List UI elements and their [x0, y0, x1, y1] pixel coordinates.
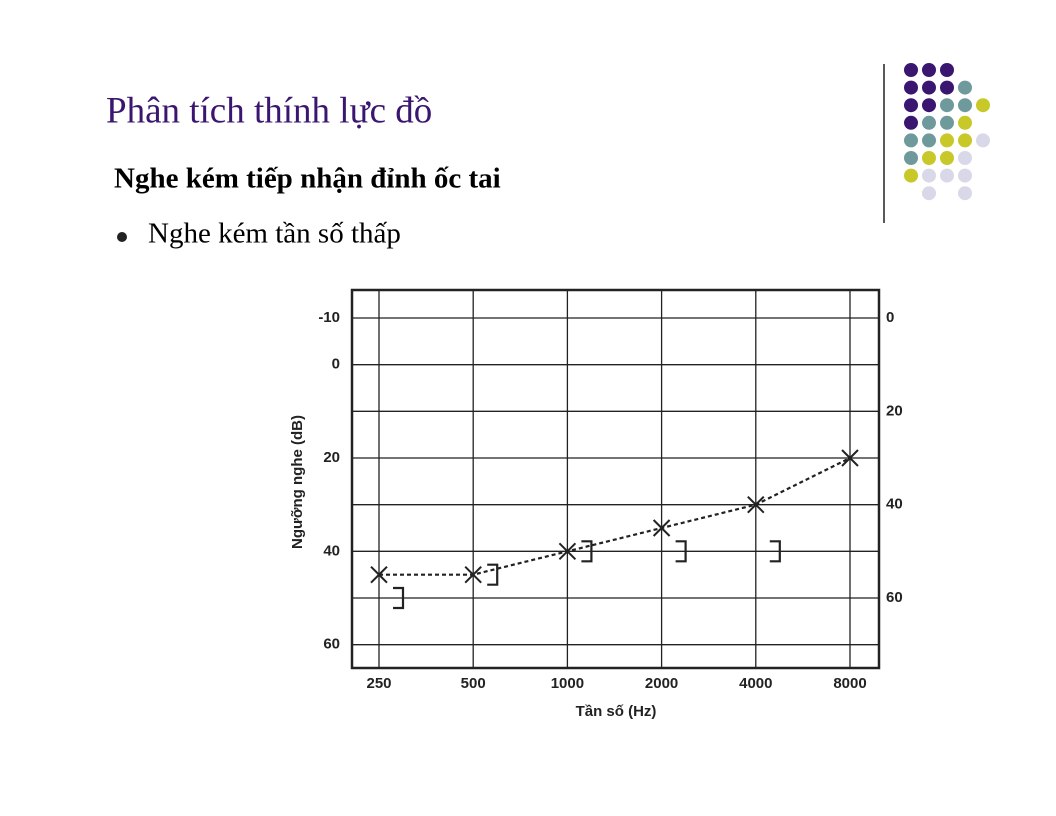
dot: [940, 98, 954, 113]
bracket-marker: [769, 540, 781, 563]
dot: [922, 186, 936, 201]
slide-title: Phân tích thính lực đồ: [106, 90, 432, 131]
dot: [922, 133, 936, 148]
x-tick-label: 1000: [551, 675, 584, 692]
dot: [922, 168, 936, 183]
dot: [904, 80, 918, 95]
dot: [922, 98, 936, 113]
y-tick-label: 20: [323, 449, 340, 466]
dot: [958, 133, 972, 148]
x-axis-label: Tần số (Hz): [576, 703, 657, 720]
x-marker: [841, 449, 859, 467]
dot: [958, 115, 972, 130]
x-marker: [747, 495, 765, 514]
dot: [904, 115, 918, 130]
dot: [940, 151, 954, 165]
x-tick-label: 500: [461, 675, 486, 692]
x-tick-label: 2000: [645, 675, 678, 692]
dot: [958, 186, 972, 201]
dot: [976, 133, 990, 148]
x-marker: [558, 542, 577, 561]
x-marker: [464, 565, 482, 584]
plot-frame: [350, 288, 881, 670]
x-tick-label: 8000: [833, 675, 866, 692]
y-tick-label: 60: [323, 636, 340, 653]
y2-tick-label: 20: [886, 402, 903, 419]
bracket-marker: [487, 563, 499, 586]
x-marker: [370, 565, 388, 584]
dot: [904, 133, 918, 148]
x-tick-label: 250: [366, 675, 391, 692]
dot: [904, 151, 918, 165]
dot: [940, 63, 954, 77]
dot: [958, 151, 972, 165]
series-line: [379, 457, 851, 576]
x-tick-label: 4000: [739, 675, 772, 692]
bullet-dot: [117, 232, 127, 242]
dot: [940, 133, 954, 148]
dot: [922, 151, 936, 165]
bracket-marker: [675, 540, 687, 563]
slide-subtitle: Nghe kém tiếp nhận đỉnh ốc tai: [114, 163, 501, 195]
y2-tick-label: 40: [886, 496, 903, 513]
dot: [958, 80, 972, 95]
x-marker: [652, 519, 671, 537]
dot: [958, 98, 972, 113]
y-tick-label: 40: [323, 542, 340, 559]
dot: [922, 63, 936, 77]
y-tick-label: -10: [318, 309, 340, 326]
chart: -10 0 20 40 60 0 20 40 60 250 500 1000 2000 4000 8000 T…: [289, 288, 903, 720]
dot: [904, 63, 918, 77]
dot: [940, 168, 954, 183]
bracket-marker: [393, 586, 405, 610]
y2-tick-label: 60: [886, 589, 903, 606]
dot: [904, 168, 918, 183]
dot: [976, 98, 990, 113]
y-tick-label: 0: [332, 356, 340, 373]
bullet-text: Nghe kém tần số thấp: [148, 218, 401, 250]
dot: [904, 98, 918, 113]
y-axis-label: Ngưỡng nghe (dB): [289, 415, 306, 549]
y2-tick-label: 0: [886, 309, 894, 326]
bracket-marker: [581, 540, 593, 563]
dot: [940, 115, 954, 130]
dot: [940, 80, 954, 95]
dot: [958, 168, 972, 183]
decoration: [904, 63, 990, 201]
dot: [922, 115, 936, 130]
dot: [922, 80, 936, 95]
